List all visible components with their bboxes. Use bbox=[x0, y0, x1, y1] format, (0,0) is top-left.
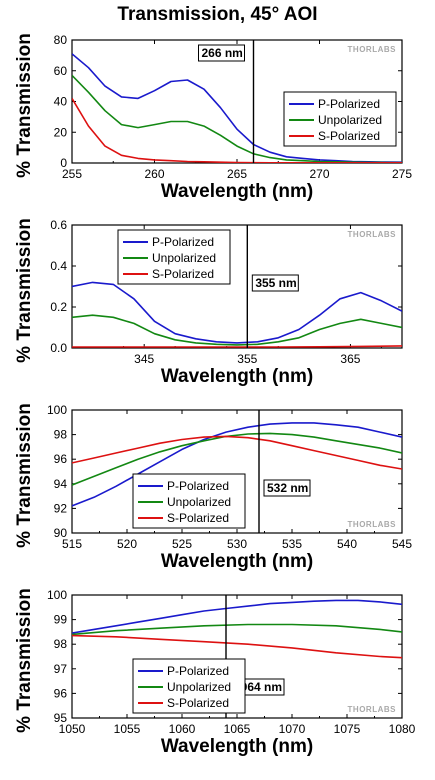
y-tick-label: 0.6 bbox=[50, 218, 67, 232]
wavelength-marker-box bbox=[263, 479, 311, 497]
main-title: Transmission, 45° AOI bbox=[117, 4, 318, 25]
x-tick-label: 530 bbox=[227, 537, 247, 551]
x-tick-label: 535 bbox=[282, 537, 302, 551]
x-tick-label: 1080 bbox=[389, 722, 416, 736]
legend-label: Unpolarized bbox=[167, 680, 231, 694]
x-tick-label: 520 bbox=[117, 537, 137, 551]
x-axis-title: Wavelength (nm) bbox=[161, 736, 313, 757]
legend-label: P-Polarized bbox=[167, 664, 229, 678]
wavelength-marker-box bbox=[198, 44, 245, 62]
y-axis-title: % Transmission bbox=[14, 218, 35, 363]
y-tick-label: 0.4 bbox=[50, 259, 67, 273]
wavelength-marker-label: 532 nm bbox=[267, 481, 308, 495]
wavelength-marker-label: 266 nm bbox=[202, 46, 243, 60]
series-line-s-polarized bbox=[72, 345, 402, 348]
x-axis-title: Wavelength (nm) bbox=[161, 551, 313, 572]
series-line-s-polarized bbox=[72, 435, 402, 470]
x-tick-label: 1060 bbox=[169, 722, 196, 736]
x-tick-label: 1050 bbox=[59, 722, 86, 736]
y-tick-label: 98 bbox=[54, 637, 68, 651]
y-tick-label: 0.0 bbox=[50, 341, 67, 355]
y-tick-label: 96 bbox=[54, 452, 68, 466]
watermark-logo: THORLABS bbox=[348, 230, 397, 239]
x-axis-title: Wavelength (nm) bbox=[161, 181, 313, 202]
y-tick-label: 40 bbox=[54, 95, 68, 109]
series-line-unpolarized bbox=[72, 623, 402, 636]
legend-label: Unpolarized bbox=[152, 251, 216, 265]
wavelength-marker-box bbox=[251, 274, 299, 292]
y-tick-label: 95 bbox=[54, 711, 68, 725]
watermark-logo: THORLABS bbox=[348, 705, 397, 714]
chart-266nm: THORLABS 255 260 265 270 275 0 20 40 60 80 Waveleng… bbox=[14, 33, 412, 202]
y-tick-label: 96 bbox=[54, 686, 68, 700]
x-tick-label: 355 bbox=[237, 352, 257, 366]
x-tick-label: 275 bbox=[392, 167, 412, 181]
chart-532nm: THORLABS 515 520 525 530 535 540 545 90 92 94 96 98 1… bbox=[14, 403, 412, 572]
y-tick-label: 80 bbox=[54, 33, 68, 47]
legend-label: P-Polarized bbox=[152, 235, 214, 249]
x-tick-label: 1065 bbox=[224, 722, 251, 736]
x-tick-label: 255 bbox=[62, 167, 82, 181]
legend-label: Unpolarized bbox=[318, 113, 382, 127]
x-tick-label: 1055 bbox=[114, 722, 141, 736]
wavelength-marker-label: 1064 nm bbox=[234, 680, 282, 694]
legend-label: S-Polarized bbox=[167, 511, 229, 525]
x-tick-label: 260 bbox=[144, 167, 164, 181]
y-tick-label: 99 bbox=[54, 613, 68, 627]
legend-label: P-Polarized bbox=[167, 479, 229, 493]
series-line-unpolarized bbox=[72, 314, 402, 346]
x-tick-label: 1070 bbox=[279, 722, 306, 736]
x-tick-label: 270 bbox=[309, 167, 329, 181]
y-tick-label: 98 bbox=[54, 428, 68, 442]
x-tick-label: 525 bbox=[172, 537, 192, 551]
series-line-p-polarized bbox=[72, 281, 402, 344]
series-line-p-polarized bbox=[72, 599, 402, 634]
x-tick-label: 345 bbox=[134, 352, 154, 366]
x-tick-label: 1075 bbox=[334, 722, 361, 736]
y-axis-title: % Transmission bbox=[14, 403, 35, 548]
x-tick-label: 545 bbox=[392, 537, 412, 551]
legend-label: P-Polarized bbox=[318, 97, 380, 111]
series-line-s-polarized bbox=[72, 634, 402, 659]
legend-label: S-Polarized bbox=[167, 696, 229, 710]
series-line-s-polarized bbox=[72, 97, 402, 163]
y-tick-label: 100 bbox=[47, 403, 67, 417]
y-tick-label: 0 bbox=[60, 156, 67, 170]
y-tick-label: 92 bbox=[54, 501, 68, 515]
watermark-logo: THORLABS bbox=[348, 45, 397, 54]
y-axis-title: % Transmission bbox=[14, 33, 35, 178]
series-line-p-polarized bbox=[72, 53, 402, 163]
watermark-logo: THORLABS bbox=[348, 520, 397, 529]
x-tick-label: 515 bbox=[62, 537, 82, 551]
chart-1064nm: THORLABS 1050 1055 1060 1065 1070 1075 1080 95 96… bbox=[14, 588, 416, 757]
x-tick-label: 540 bbox=[337, 537, 357, 551]
legend-label: Unpolarized bbox=[167, 495, 231, 509]
y-tick-label: 100 bbox=[47, 588, 67, 602]
y-tick-label: 94 bbox=[54, 477, 68, 491]
legend-label: S-Polarized bbox=[152, 267, 214, 281]
x-tick-label: 365 bbox=[340, 352, 360, 366]
y-axis-title: % Transmission bbox=[14, 588, 35, 733]
y-tick-label: 97 bbox=[54, 662, 68, 676]
legend-label: S-Polarized bbox=[318, 129, 380, 143]
y-tick-label: 20 bbox=[54, 125, 68, 139]
series-line-unpolarized bbox=[72, 432, 402, 486]
y-tick-label: 90 bbox=[54, 526, 68, 540]
x-axis-title: Wavelength (nm) bbox=[161, 366, 313, 387]
wavelength-marker-label: 355 nm bbox=[255, 276, 296, 290]
x-tick-label: 265 bbox=[227, 167, 247, 181]
y-tick-label: 60 bbox=[54, 64, 68, 78]
series-line-p-polarized bbox=[72, 422, 402, 507]
chart-355nm: THORLABS 345 355 365 0.0 0.2 0.4 0.6 Wavelength … bbox=[14, 218, 403, 387]
y-tick-label: 0.2 bbox=[50, 300, 67, 314]
